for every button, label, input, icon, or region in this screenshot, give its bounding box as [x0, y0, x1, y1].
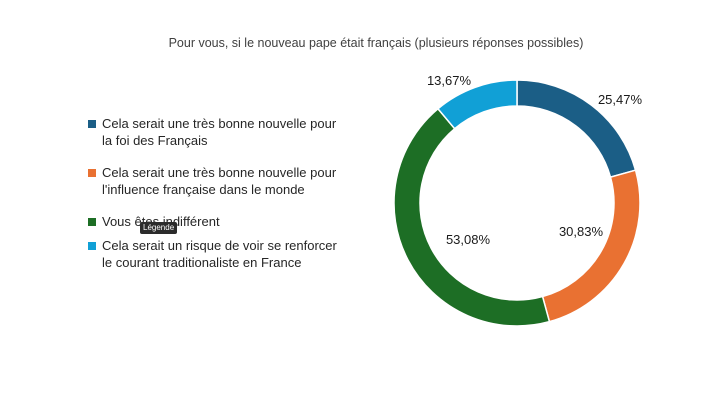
legend-tooltip: Légende: [140, 222, 178, 234]
legend-swatch-indifferent: [88, 218, 96, 226]
data-label-indifferent: 53,08%: [446, 232, 491, 247]
legend-swatch-risque: [88, 242, 96, 250]
data-label-influence: 30,83%: [559, 224, 604, 239]
chart-title: Pour vous, si le nouveau pape était fran…: [168, 36, 584, 50]
legend-label-foi: Cela serait une très bonne nouvelle pour…: [102, 116, 337, 148]
data-label-foi: 25,47%: [598, 92, 643, 107]
donut-slice-risque[interactable]: [436, 79, 518, 130]
donut-slice-indifferent[interactable]: [393, 107, 551, 327]
data-label-risque: 13,67%: [427, 73, 472, 88]
legend-label-influence: Cela serait une très bonne nouvelle pour…: [102, 165, 337, 197]
legend-label-indifferent: Vous êtes indifférent: [102, 214, 220, 229]
donut-slice-influence[interactable]: [541, 169, 641, 323]
legend-swatch-foi: [88, 120, 96, 128]
legend-label-risque: Cela serait un risque de voir se renforc…: [102, 238, 337, 270]
legend-swatch-influence: [88, 169, 96, 177]
